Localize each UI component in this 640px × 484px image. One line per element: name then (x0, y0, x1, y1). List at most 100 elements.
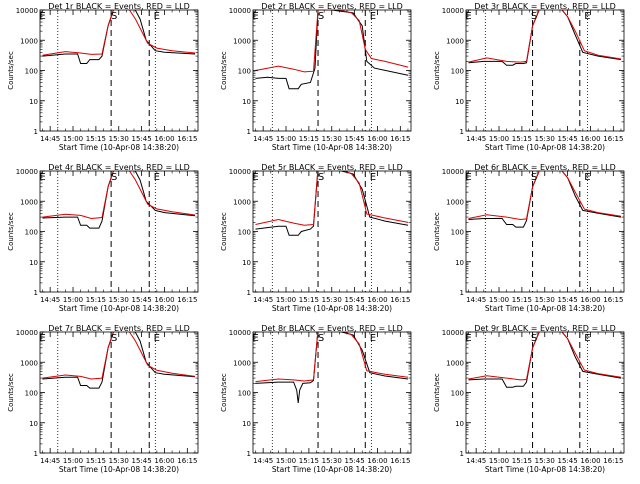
phase-marker-label: E (370, 11, 376, 22)
y-tick-label: 1000 (20, 198, 38, 206)
y-tick-label: 100 (238, 390, 251, 398)
phase-marker-label: E (252, 172, 258, 183)
y-tick-label: 10 (455, 420, 464, 428)
plot-frame (39, 9, 199, 132)
y-tick-label: 1000 (20, 37, 38, 45)
panel-title: Det 2r BLACK = Events, RED = LLD (261, 2, 403, 11)
events-series-line (255, 10, 409, 90)
phase-marker-label: E (584, 11, 590, 22)
phase-marker-label: E (465, 11, 471, 22)
x-tick-label: 15:45 (132, 135, 152, 143)
y-axis-title: Counts/sec (7, 51, 15, 90)
x-axis-title: Start Time (10-Apr-08 14:38:20) (485, 143, 605, 152)
y-tick-label: 1000 (20, 359, 38, 367)
x-tick-label: 16:00 (580, 296, 600, 304)
lld-series-line (468, 332, 622, 381)
y-tick-label: 1 (34, 450, 38, 458)
y-axis-title: Counts/sec (7, 212, 15, 251)
x-tick-label: 15:30 (109, 457, 129, 465)
y-tick-label: 10000 (16, 329, 38, 337)
y-tick-label: 1 (247, 450, 251, 458)
phase-marker-label: S (318, 172, 324, 183)
x-tick-label: 14:45 (40, 296, 60, 304)
detector-panel: Det 7r BLACK = Events, RED = LLD 1 10 100 10… (7, 324, 199, 474)
y-tick-label: 10000 (442, 329, 464, 337)
x-axis-title: Start Time (10-Apr-08 14:38:20) (272, 143, 392, 152)
x-axis-title: Start Time (10-Apr-08 14:38:20) (272, 465, 392, 474)
y-tick-label: 1 (34, 128, 38, 136)
events-series-line (468, 171, 622, 228)
y-axis-title: Counts/sec (433, 373, 441, 412)
phase-marker-label: E (252, 11, 258, 22)
detector-panel: Det 3r BLACK = Events, RED = LLD 1 10 100 10… (433, 2, 625, 152)
x-axis-title: Start Time (10-Apr-08 14:38:20) (59, 304, 179, 313)
y-tick-label: 100 (451, 68, 464, 76)
x-tick-label: 15:00 (489, 296, 509, 304)
x-tick-label: 16:00 (367, 457, 387, 465)
y-tick-label: 100 (238, 229, 251, 237)
panel-title: Det 1r BLACK = Events, RED = LLD (48, 2, 190, 11)
x-tick-label: 15:45 (345, 457, 365, 465)
y-tick-label: 10000 (229, 7, 251, 15)
plot-frame (252, 170, 412, 293)
y-tick-label: 10 (29, 420, 38, 428)
phase-marker-label: E (39, 333, 45, 344)
lld-series-line (255, 332, 409, 383)
y-axis-title: Counts/sec (220, 373, 228, 412)
y-tick-label: 10 (242, 259, 251, 267)
panel-title: Det 4r BLACK = Events, RED = LLD (48, 163, 190, 172)
x-tick-label: 16:15 (390, 135, 410, 143)
detector-panel: Det 4r BLACK = Events, RED = LLD 1 10 100 10… (7, 163, 199, 313)
y-tick-label: 10000 (16, 168, 38, 176)
x-tick-label: 15:30 (535, 135, 555, 143)
x-tick-label: 15:30 (322, 457, 342, 465)
x-tick-label: 14:45 (253, 296, 273, 304)
x-tick-label: 16:00 (154, 135, 174, 143)
phase-marker-label: S (531, 172, 537, 183)
lld-series-line (42, 332, 196, 380)
lld-series-line (42, 10, 196, 56)
phase-marker-label: E (154, 11, 160, 22)
plot-frame (465, 9, 625, 132)
phase-marker-label: E (252, 333, 258, 344)
detector-panel: Det 8r BLACK = Events, RED = LLD 1 10 100 10… (220, 324, 412, 474)
y-tick-label: 10 (455, 259, 464, 267)
phase-marker-label: E (154, 333, 160, 344)
x-axis-title: Start Time (10-Apr-08 14:38:20) (485, 465, 605, 474)
phase-marker-label: E (370, 333, 376, 344)
y-axis-title: Counts/sec (433, 212, 441, 251)
y-tick-label: 1000 (233, 198, 251, 206)
x-tick-label: 16:00 (154, 457, 174, 465)
x-axis-title: Start Time (10-Apr-08 14:38:20) (59, 143, 179, 152)
x-tick-label: 15:15 (299, 135, 319, 143)
x-tick-label: 16:15 (603, 135, 623, 143)
x-tick-label: 14:45 (40, 135, 60, 143)
x-tick-label: 15:15 (86, 135, 106, 143)
phase-marker-label: S (111, 333, 117, 344)
x-tick-label: 15:30 (535, 457, 555, 465)
detector-panel: Det 5r BLACK = Events, RED = LLD 1 10 100 10… (220, 163, 412, 313)
lld-series-line (255, 171, 409, 226)
detector-panel: Det 9r BLACK = Events, RED = LLD 1 10 100 10… (433, 324, 625, 474)
plot-frame (465, 170, 625, 293)
x-tick-label: 15:45 (345, 296, 365, 304)
detector-panel: Det 6r BLACK = Events, RED = LLD 1 10 100 10… (433, 163, 625, 313)
x-axis-title: Start Time (10-Apr-08 14:38:20) (485, 304, 605, 313)
x-tick-label: 14:45 (466, 296, 486, 304)
y-tick-label: 100 (25, 68, 38, 76)
x-tick-label: 14:45 (253, 457, 273, 465)
y-axis-title: Counts/sec (7, 373, 15, 412)
y-tick-label: 1 (460, 289, 464, 297)
y-tick-label: 10 (29, 259, 38, 267)
x-tick-label: 14:45 (466, 135, 486, 143)
panel-title: Det 3r BLACK = Events, RED = LLD (474, 2, 616, 11)
plot-frame (39, 170, 199, 293)
panel-title: Det 7r BLACK = Events, RED = LLD (48, 324, 190, 333)
phase-marker-label: S (318, 333, 324, 344)
x-tick-label: 15:45 (558, 296, 578, 304)
lld-series-line (42, 171, 196, 220)
y-tick-label: 10000 (229, 329, 251, 337)
events-series-line (468, 332, 622, 388)
x-tick-label: 15:00 (63, 135, 83, 143)
x-tick-label: 15:30 (109, 135, 129, 143)
